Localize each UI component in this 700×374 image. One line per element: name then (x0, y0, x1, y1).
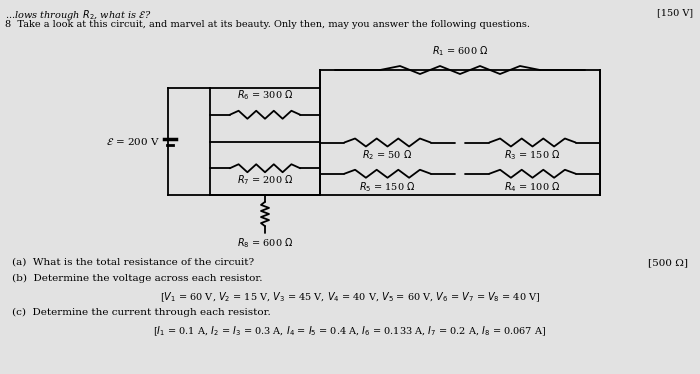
Text: (b)  Determine the voltage across each resistor.: (b) Determine the voltage across each re… (12, 274, 262, 283)
Text: [500 Ω]: [500 Ω] (648, 258, 688, 267)
Text: $R_1$ = 600 $\Omega$: $R_1$ = 600 $\Omega$ (432, 44, 488, 58)
Text: $R_2$ = 50 $\Omega$: $R_2$ = 50 $\Omega$ (363, 148, 412, 162)
Text: (c)  Determine the current through each resistor.: (c) Determine the current through each r… (12, 308, 271, 317)
Text: $R_7$ = 200 $\Omega$: $R_7$ = 200 $\Omega$ (237, 173, 293, 187)
Text: $\mathcal{E}$ = 200 V: $\mathcal{E}$ = 200 V (106, 136, 160, 147)
Text: [150 V]: [150 V] (657, 8, 693, 17)
Text: (a)  What is the total resistance of the circuit?: (a) What is the total resistance of the … (12, 258, 254, 267)
Text: $R_4$ = 100 $\Omega$: $R_4$ = 100 $\Omega$ (504, 180, 561, 194)
Text: [$I_1$ = 0.1 A, $I_2$ = $I_3$ = 0.3 A, $I_4$ = $I_5$ = 0.4 A, $I_6$ = 0.133 A, $: [$I_1$ = 0.1 A, $I_2$ = $I_3$ = 0.3 A, $… (153, 324, 547, 338)
Text: $R_3$ = 150 $\Omega$: $R_3$ = 150 $\Omega$ (504, 148, 561, 162)
Text: $R_5$ = 150 $\Omega$: $R_5$ = 150 $\Omega$ (359, 180, 416, 194)
Text: [$V_1$ = 60 V, $V_2$ = 15 V, $V_3$ = 45 V, $V_4$ = 40 V, $V_5$ = 60 V, $V_6$ = $: [$V_1$ = 60 V, $V_2$ = 15 V, $V_3$ = 45 … (160, 290, 540, 304)
Text: $R_8$ = 600 $\Omega$: $R_8$ = 600 $\Omega$ (237, 236, 293, 250)
Text: 8  Take a look at this circuit, and marvel at its beauty. Only then, may you ans: 8 Take a look at this circuit, and marve… (5, 20, 530, 29)
Text: ...lows through $R_2$, what is $\mathcal{E}$?: ...lows through $R_2$, what is $\mathcal… (5, 8, 151, 22)
Text: $R_6$ = 300 $\Omega$: $R_6$ = 300 $\Omega$ (237, 88, 293, 102)
